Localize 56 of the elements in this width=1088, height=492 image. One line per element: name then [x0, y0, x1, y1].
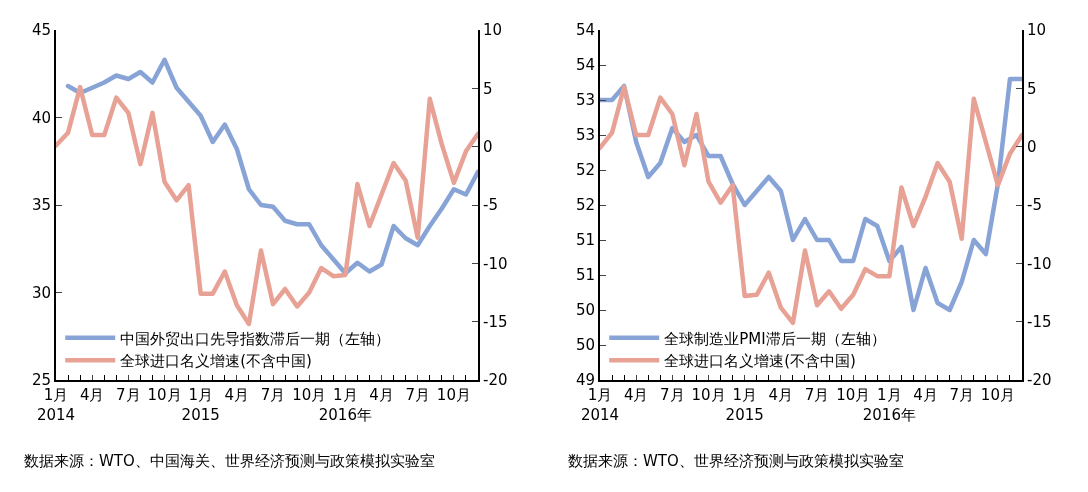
source-note: 数据来源：WTO、中国海关、世界经济预测与政策模拟实验室 — [24, 452, 435, 470]
y-tick-label: 53 — [575, 126, 595, 145]
y2-tick-label: 5 — [1027, 79, 1037, 98]
y-tick-label: 45 — [31, 21, 51, 40]
y-tick-label: 51 — [575, 231, 595, 250]
x-tick-label: 4月 — [623, 386, 649, 404]
y2-tick-label: -15 — [483, 312, 508, 331]
y-tick-label: 54 — [575, 56, 595, 75]
y-tick-label: 53 — [575, 91, 595, 110]
x-tick-label: 1月 2015 — [181, 386, 220, 424]
x-tick-label: 7月 — [804, 386, 830, 404]
x-tick-label: 7月 — [260, 386, 286, 404]
x-tick-label: 10月 — [436, 386, 471, 404]
x-tick-label: 7月 — [116, 386, 141, 404]
y2-tick-label: -10 — [483, 254, 508, 273]
y2-tick-label: 5 — [483, 79, 493, 98]
y-tick-label: 50 — [575, 301, 595, 320]
x-tick-label: 7月 — [660, 386, 685, 404]
legend-label: 全球进口名义增速(不含中国) — [664, 352, 856, 371]
legend-label: 全球进口名义增速(不含中国) — [120, 352, 312, 371]
x-tick-label: 4月 — [768, 386, 794, 404]
y-tick-label: 50 — [575, 336, 595, 355]
x-tick-label: 7月 — [949, 386, 974, 404]
y2-tick-label: -15 — [1027, 312, 1052, 331]
legend-label: 中国外贸出口先导指数滞后一期（左轴） — [120, 329, 391, 348]
y2-tick-label: 10 — [483, 21, 503, 40]
y-tick-label: 52 — [575, 196, 595, 215]
y-tick-label: 54 — [575, 21, 595, 40]
y2-tick-label: -20 — [483, 371, 508, 390]
y2-tick-label: -20 — [1027, 371, 1052, 390]
x-tick-label: 4月 — [79, 386, 105, 404]
line-series — [65, 57, 478, 276]
y2-tick-label: 10 — [1027, 21, 1047, 40]
y2-tick-label: 0 — [1027, 137, 1037, 156]
x-tick-label: 7月 — [405, 386, 430, 404]
y-tick-label: 30 — [31, 283, 51, 302]
line-series — [56, 84, 478, 327]
y2-tick-label: 0 — [483, 137, 493, 156]
x-tick-label: 4月 — [224, 386, 250, 404]
x-tick-label: 4月 — [913, 386, 938, 404]
y2-tick-label: -5 — [1027, 196, 1042, 215]
y-tick-label: 51 — [575, 266, 595, 285]
y2-tick-label: -5 — [483, 196, 498, 215]
x-tick-label: 10月 — [691, 386, 726, 404]
legend-label: 全球制造业PMI滞后一期（左轴） — [664, 329, 886, 348]
x-tick-label: 1月 2014 — [580, 386, 620, 424]
x-tick-label: 1月 2014 — [36, 386, 76, 424]
x-tick-label: 10月 — [980, 386, 1015, 404]
y-tick-label: 40 — [31, 108, 51, 127]
y2-tick-label: -10 — [1027, 254, 1052, 273]
source-note: 数据来源：WTO、世界经济预测与政策模拟实验室 — [568, 452, 904, 470]
y-tick-label: 52 — [575, 161, 595, 180]
x-tick-label: 10月 — [147, 386, 182, 404]
x-tick-label: 1月 2015 — [725, 386, 764, 424]
x-tick-label: 4月 — [369, 386, 394, 404]
y-tick-label: 35 — [31, 196, 51, 215]
